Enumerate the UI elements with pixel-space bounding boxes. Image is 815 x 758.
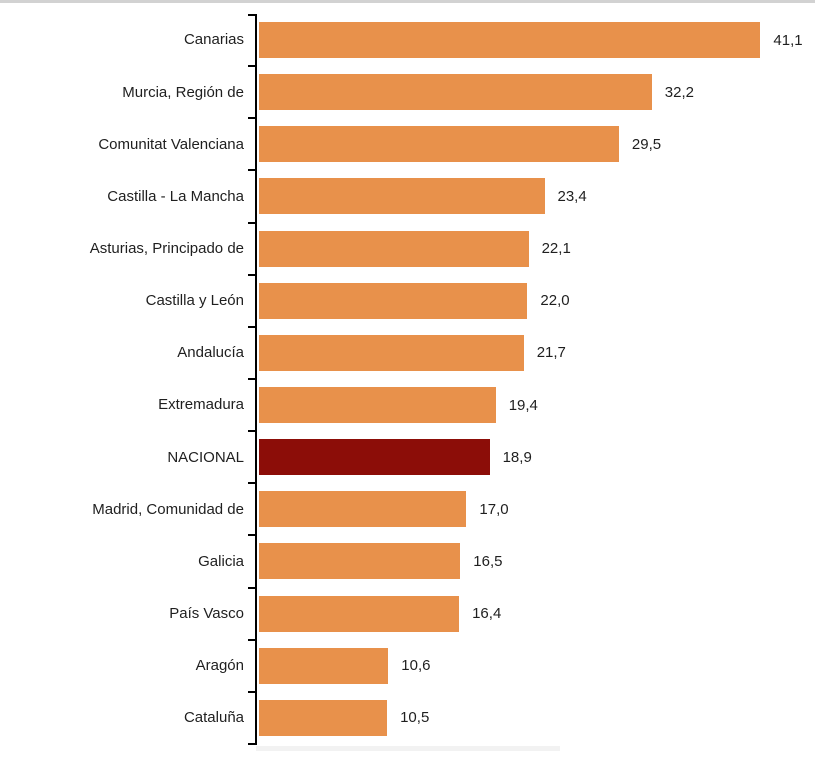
axis-tick — [248, 482, 256, 485]
bar-track: 16,4 — [259, 595, 815, 632]
value-label: 19,4 — [508, 396, 538, 414]
y-axis-line — [255, 14, 257, 745]
bar-track: 10,6 — [259, 647, 815, 684]
bar-row: Comunitat Valenciana 29,5 — [0, 118, 815, 170]
category-label: Madrid, Comunidad de — [92, 500, 244, 518]
axis-tick — [248, 430, 256, 433]
top-border — [0, 0, 815, 3]
value-label: 17,0 — [479, 500, 509, 518]
category-label: Galicia — [198, 552, 244, 570]
bar — [259, 439, 490, 476]
category-label: Cataluña — [183, 709, 244, 727]
value-label: 21,7 — [536, 344, 566, 362]
category-label: Murcia, Región de — [122, 83, 244, 101]
bar — [259, 230, 529, 267]
bar-track: 18,9 — [259, 439, 815, 476]
category-label: Extremadura — [158, 396, 244, 414]
axis-tick — [248, 65, 256, 68]
axis-tick — [248, 638, 256, 641]
category-label: Castilla - La Mancha — [107, 187, 244, 205]
axis-tick — [248, 586, 256, 589]
bar-track: 32,2 — [259, 74, 815, 111]
bar — [259, 387, 496, 424]
bar-rows: Canarias 41,1 Murcia, Región de 32,2 Comunit… — [0, 14, 815, 744]
bar-row: Galicia 16,5 — [0, 535, 815, 587]
value-label: 18,9 — [502, 448, 532, 466]
axis-tick — [248, 743, 256, 745]
bar-row: Canarias 41,1 — [0, 14, 815, 66]
bar — [259, 126, 619, 163]
category-label: Comunitat Valenciana — [98, 135, 244, 153]
bar-track: 41,1 — [259, 22, 815, 59]
axis-tick — [248, 117, 256, 120]
bar-row: Asturias, Principado de 22,1 — [0, 223, 815, 275]
bar-track: 16,5 — [259, 543, 815, 580]
bar-track: 22,1 — [259, 230, 815, 267]
value-label: 32,2 — [664, 83, 694, 101]
bar-row: Castilla y León 22,0 — [0, 275, 815, 327]
category-label: NACIONAL — [167, 448, 244, 466]
bottom-edge-artifact — [256, 746, 560, 751]
bar — [259, 543, 461, 580]
value-label: 23,4 — [557, 187, 587, 205]
category-label: Andalucía — [177, 344, 244, 362]
bar-track: 17,0 — [259, 491, 815, 528]
value-label: 10,6 — [401, 657, 431, 675]
axis-tick — [248, 273, 256, 276]
bar — [259, 22, 761, 59]
bar-row: Cataluña 10,5 — [0, 692, 815, 744]
axis-tick — [248, 534, 256, 537]
category-label: Castilla y León — [145, 292, 244, 310]
bar — [259, 491, 467, 528]
value-label: 41,1 — [773, 31, 803, 49]
axis-tick — [248, 169, 256, 172]
bar-row: Murcia, Región de 32,2 — [0, 66, 815, 118]
bar — [259, 282, 528, 319]
bar — [259, 334, 524, 371]
bar-row: Extremadura 19,4 — [0, 379, 815, 431]
bar — [259, 74, 652, 111]
bar — [259, 178, 545, 215]
bar-row: Aragón 10,6 — [0, 640, 815, 692]
bar-track: 22,0 — [259, 282, 815, 319]
bar-row: Castilla - La Mancha 23,4 — [0, 170, 815, 222]
bar — [259, 647, 389, 684]
bar — [259, 699, 388, 736]
bar-track: 29,5 — [259, 126, 815, 163]
bar-track: 21,7 — [259, 334, 815, 371]
bar-row: Andalucía 21,7 — [0, 327, 815, 379]
value-label: 16,4 — [472, 605, 502, 623]
axis-tick — [248, 378, 256, 380]
value-label: 22,0 — [540, 292, 570, 310]
category-label: Asturias, Principado de — [89, 240, 244, 257]
bar — [259, 595, 460, 632]
value-label: 10,5 — [400, 709, 430, 727]
axis-tick — [248, 14, 256, 16]
axis-tick — [248, 690, 256, 693]
category-label: Canarias — [183, 31, 244, 49]
bar-row: País Vasco 16,4 — [0, 588, 815, 640]
value-label: 22,1 — [541, 240, 571, 258]
bar-row: NACIONAL 18,9 — [0, 431, 815, 483]
category-label: País Vasco — [169, 604, 244, 622]
bar-track: 10,5 — [259, 699, 815, 736]
bar-track: 23,4 — [259, 178, 815, 215]
bar-track: 19,4 — [259, 387, 815, 424]
axis-ticks — [248, 14, 256, 745]
bar-row: Madrid, Comunidad de 17,0 — [0, 483, 815, 535]
value-label: 16,5 — [473, 552, 503, 570]
axis-tick — [248, 221, 256, 224]
value-label: 29,5 — [631, 135, 662, 153]
axis-tick — [248, 325, 256, 328]
category-label: Aragón — [195, 657, 244, 675]
